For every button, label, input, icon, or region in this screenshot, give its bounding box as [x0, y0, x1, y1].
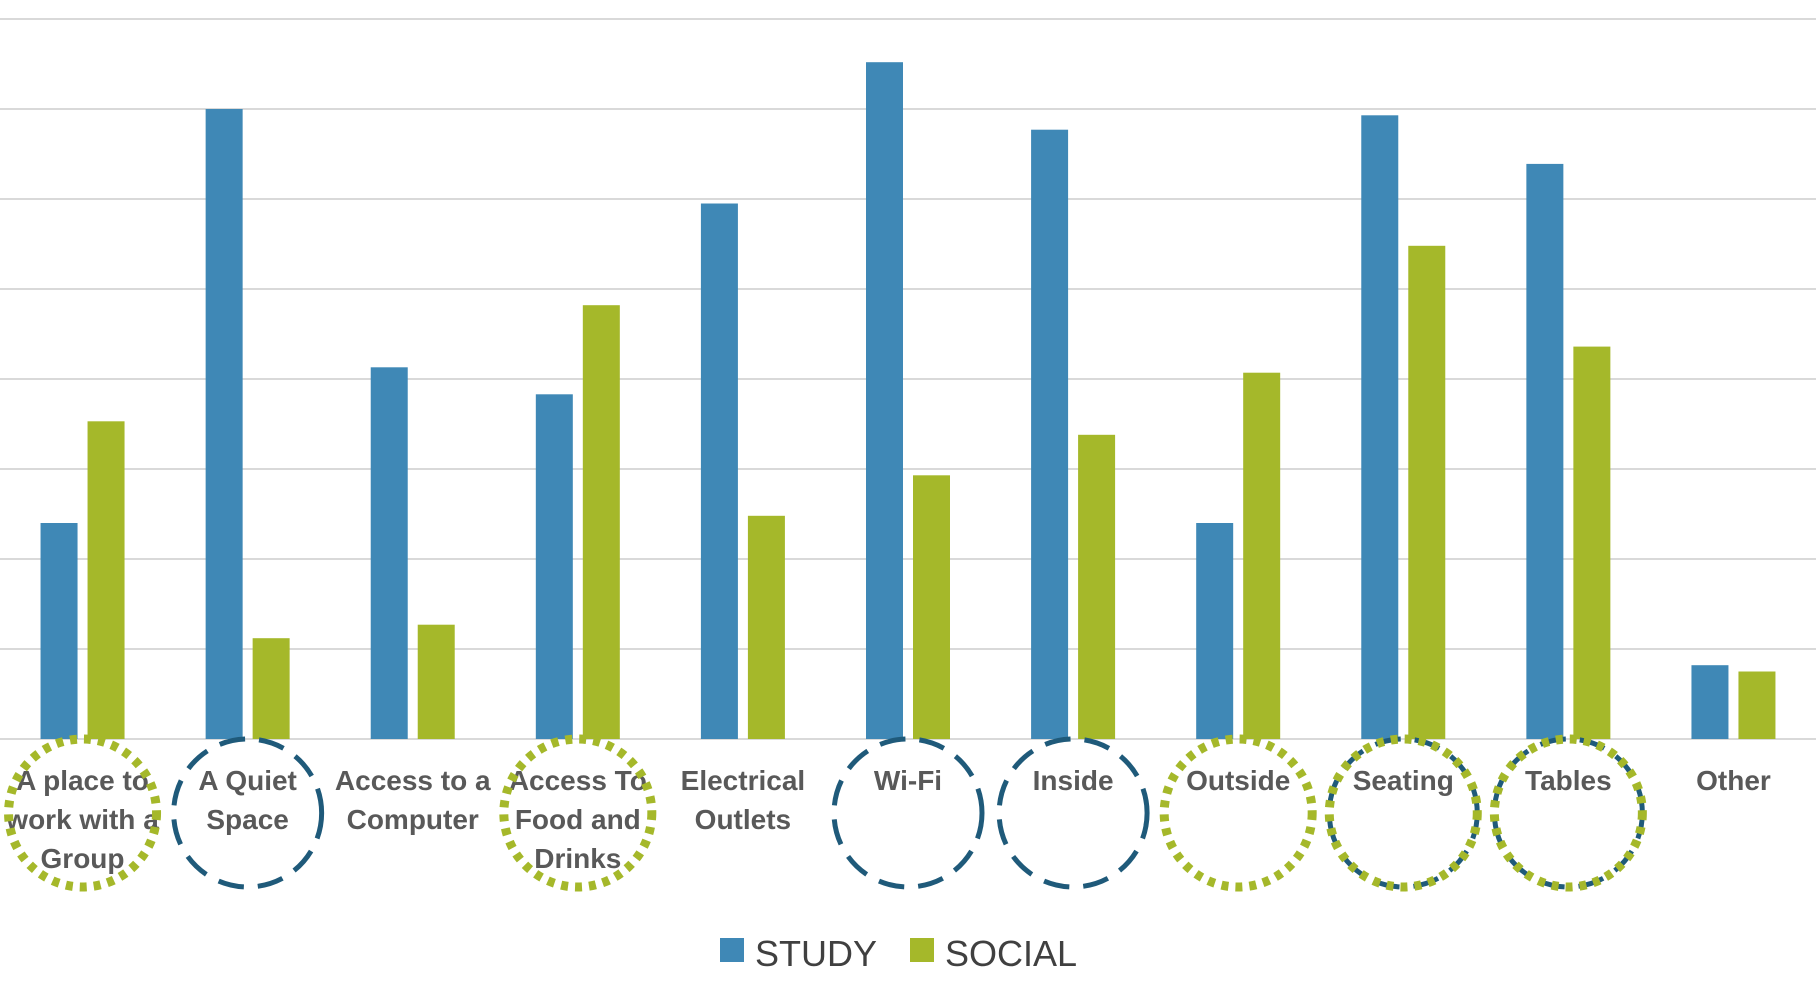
bar-social-3	[582, 305, 620, 739]
x-tick-label: Outside	[1186, 765, 1290, 796]
x-tick-label-line: Electrical	[681, 765, 806, 796]
bar-social-1	[252, 638, 290, 739]
legend-label-study: STUDY	[755, 933, 877, 974]
annotation-circle-dotted	[499, 734, 657, 892]
x-tick-label-line: A Quiet	[198, 765, 297, 796]
bar-social-8	[1408, 245, 1446, 740]
bar-social-9	[1573, 346, 1611, 739]
bar-social-0	[87, 421, 125, 739]
legend: STUDY SOCIAL	[720, 933, 1077, 974]
bar-social-6	[1078, 434, 1116, 739]
x-tick-label-line: Outlets	[695, 804, 791, 835]
legend-swatch-study	[720, 938, 744, 962]
bar-study-1	[205, 109, 243, 739]
x-tick-label-line: A place to	[16, 765, 149, 796]
bar-study-6	[1031, 129, 1069, 739]
x-tick-label-line: Tables	[1525, 765, 1612, 796]
annotation-circle-dotted	[1324, 734, 1482, 892]
annotation-circles	[4, 734, 1647, 892]
x-tick-label-line: Drinks	[534, 843, 621, 874]
x-tick-label-line: Food and	[515, 804, 641, 835]
annotation-circle-dashed	[171, 736, 325, 890]
x-tick-label-line: Other	[1696, 765, 1771, 796]
x-tick-label-line: Wi-Fi	[874, 765, 942, 796]
x-tick-label-line: Access To	[509, 765, 647, 796]
bar-study-10	[1691, 665, 1729, 739]
legend-label-social: SOCIAL	[945, 933, 1077, 974]
x-tick-label: A Quiet Space	[198, 765, 297, 835]
x-tick-label: A place to work with a Group	[5, 765, 159, 874]
bar-social-5	[913, 475, 950, 739]
bar-social-4	[747, 515, 785, 739]
x-tick-label: Wi-Fi	[874, 765, 942, 796]
annotation-circle-dotted	[4, 734, 162, 892]
bar-social-7	[1243, 372, 1281, 739]
bar-social-2	[417, 624, 455, 739]
gridlines	[0, 18, 1816, 740]
x-tick-label: Access To Food and Drinks	[509, 765, 647, 874]
bar-study-4	[700, 203, 738, 739]
x-tick-label-line: Computer	[347, 804, 479, 835]
bar-study-3	[535, 394, 573, 739]
x-tick-label: Inside	[1033, 765, 1114, 796]
x-tick-label: Electrical Outlets	[681, 765, 806, 835]
category-labels: A place to work with a Group A Quiet Space Ac…	[5, 765, 1771, 874]
x-tick-label: Other	[1696, 765, 1771, 796]
x-tick-label: Tables	[1525, 765, 1612, 796]
bar-study-8	[1361, 115, 1399, 740]
x-tick-label: Seating	[1353, 765, 1454, 796]
bar-social-10	[1738, 671, 1776, 739]
legend-swatch-social	[910, 938, 934, 962]
bar-study-5	[866, 62, 903, 739]
annotation-circle-dotted	[1159, 734, 1317, 892]
x-tick-label-line: Access to a	[335, 765, 491, 796]
bar-study-7	[1196, 523, 1234, 739]
annotation-circle-dashed	[831, 736, 985, 890]
bars	[40, 62, 1776, 740]
bar-study-2	[370, 367, 408, 739]
x-tick-label-line: Group	[41, 843, 125, 874]
annotation-circle-dashed	[996, 736, 1150, 890]
bar-study-9	[1526, 163, 1564, 739]
x-tick-label-line: Seating	[1353, 765, 1454, 796]
x-tick-label-line: Outside	[1186, 765, 1290, 796]
x-tick-label: Access to a Computer	[335, 765, 491, 835]
x-tick-label-line: work with a	[5, 804, 159, 835]
annotation-circle-dotted	[1489, 734, 1647, 892]
x-tick-label-line: Inside	[1033, 765, 1114, 796]
bar-study-0	[40, 523, 78, 739]
x-tick-label-line: Space	[206, 804, 289, 835]
